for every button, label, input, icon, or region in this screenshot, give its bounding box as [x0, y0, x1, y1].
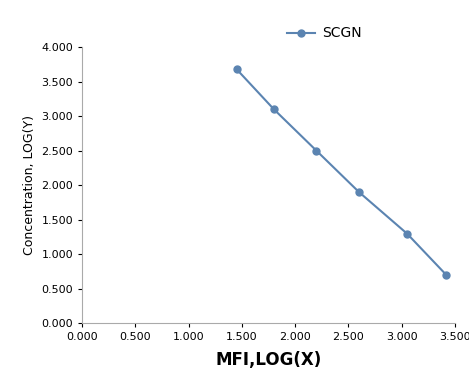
SCGN: [404, 231, 410, 236]
SCGN: [356, 190, 362, 194]
X-axis label: MFI,LOG(X): MFI,LOG(X): [215, 351, 322, 369]
Y-axis label: Concentration, LOG(Y): Concentration, LOG(Y): [23, 115, 36, 255]
SCGN: [234, 67, 239, 71]
SCGN: [314, 148, 319, 153]
SCGN: [444, 273, 449, 278]
Line: SCGN: SCGN: [233, 66, 450, 278]
Legend: SCGN: SCGN: [282, 21, 367, 46]
SCGN: [271, 107, 277, 112]
